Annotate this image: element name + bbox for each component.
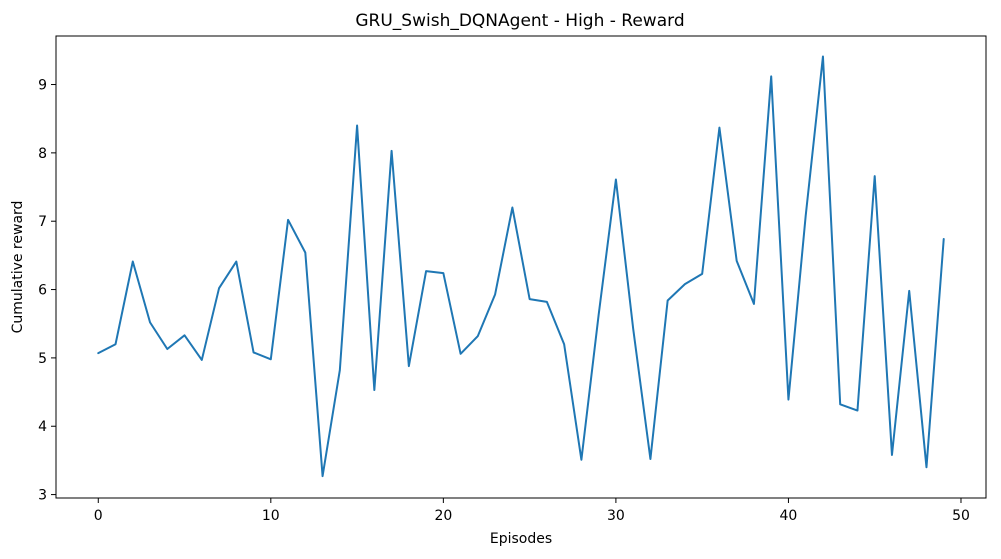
x-axis-ticks: 0 10 20 30 40 50 [94, 498, 970, 524]
x-tick-label: 50 [952, 508, 970, 524]
x-axis-label: Episodes [490, 531, 552, 547]
y-tick-label: 4 [38, 419, 47, 435]
chart-title: GRU_Swish_DQNAgent - High - Reward [355, 11, 684, 31]
y-tick-label: 8 [38, 146, 47, 162]
x-tick-label: 30 [607, 508, 625, 524]
y-tick-label: 5 [38, 351, 47, 367]
y-tick-label: 9 [38, 78, 47, 94]
y-axis-label: Cumulative reward [10, 201, 26, 334]
x-tick-label: 40 [780, 508, 798, 524]
series-line [97, 55, 945, 478]
y-tick-label: 3 [38, 488, 47, 504]
y-tick-label: 6 [38, 283, 47, 299]
x-tick-label: 20 [434, 508, 452, 524]
x-tick-label: 0 [94, 508, 103, 524]
y-tick-label: 7 [38, 214, 47, 230]
y-axis-ticks: 3 4 5 6 7 8 9 [38, 78, 56, 504]
x-tick-label: 10 [262, 508, 280, 524]
plot-frame [55, 35, 987, 499]
